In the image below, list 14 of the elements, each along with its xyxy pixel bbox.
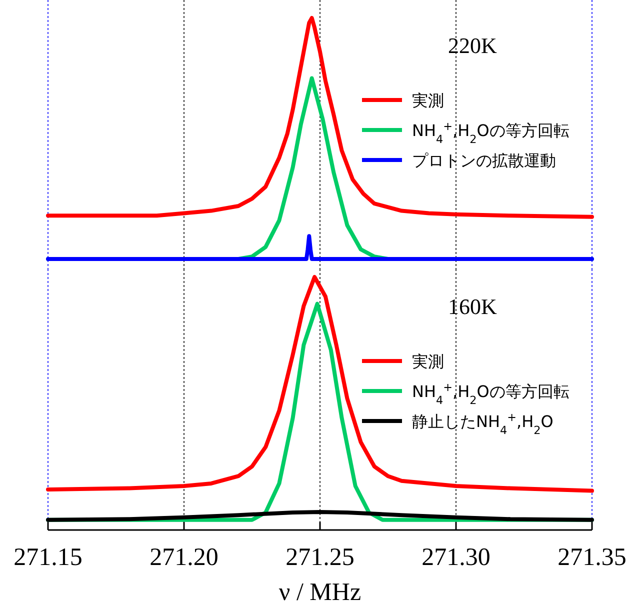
legend-label: 静止したNH$_{4}$$^{+}$,H$_{2}$O xyxy=(412,410,554,436)
x-tick-label: 271.20 xyxy=(150,544,218,571)
x-tick-label: 271.30 xyxy=(422,544,490,571)
x-axis-title: ν / MHz xyxy=(278,579,362,606)
legend-label: 実測 xyxy=(412,91,444,110)
legend-title: 220K xyxy=(448,33,497,58)
legend-label: プロトンの拡散運動 xyxy=(412,151,556,170)
x-tick-label: 271.35 xyxy=(558,544,626,571)
legend-label: NH$_{4}$$^{+}$,H$_{2}$Oの等方回転 xyxy=(412,380,570,406)
legend-label: NH$_{4}$$^{+}$,H$_{2}$Oの等方回転 xyxy=(412,120,570,146)
x-tick-label: 271.25 xyxy=(286,544,354,571)
legend-title: 160K xyxy=(448,294,497,319)
legend-label: 実測 xyxy=(412,352,444,371)
x-tick-label: 271.15 xyxy=(14,544,82,571)
